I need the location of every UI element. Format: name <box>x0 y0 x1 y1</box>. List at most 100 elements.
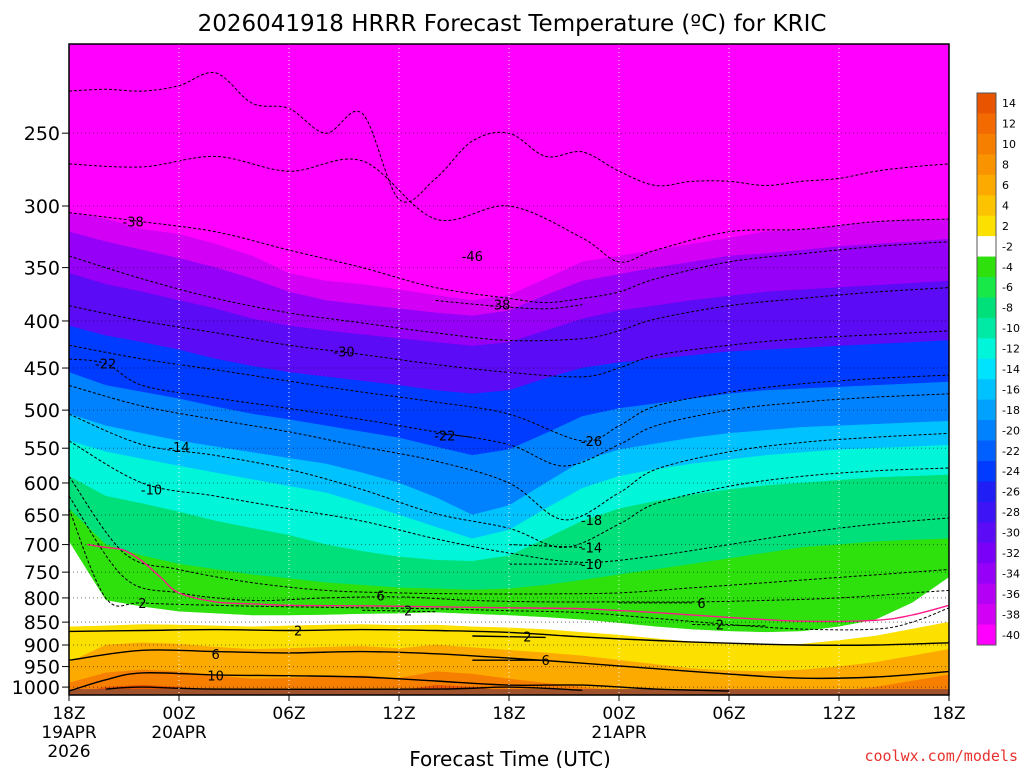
colorbar-label: -30 <box>1002 527 1020 540</box>
colorbar-swatch-25 <box>977 604 996 626</box>
x-tick-label: 19APR <box>41 723 97 743</box>
colorbar-label: -26 <box>1002 486 1020 499</box>
colorbar-label: -14 <box>1002 363 1020 376</box>
colorbar-swatch-7 <box>977 236 996 258</box>
solid-contour-6 <box>69 649 949 680</box>
colorbar-swatch-2 <box>977 133 996 155</box>
grid-lines <box>69 44 949 695</box>
dashed-contour--30 <box>69 305 949 378</box>
colorbar-swatch-15 <box>977 399 996 421</box>
colorbar-swatch-11 <box>977 317 996 339</box>
colorbar-swatch-14 <box>977 379 996 401</box>
dashed-contour-2 <box>69 508 949 631</box>
dashed-contour--14b <box>508 544 583 548</box>
y-tick-label: 500 <box>24 400 60 422</box>
dashed-contour--14 <box>69 413 949 548</box>
colorbar-swatch-17 <box>977 440 996 462</box>
x-tick-label: 18Z <box>932 704 965 724</box>
colorbar-label: 12 <box>1002 118 1016 131</box>
y-tick-label: 450 <box>24 358 60 380</box>
dashed-contour--38b <box>435 300 583 310</box>
colorbar-swatch-19 <box>977 481 996 503</box>
dashed-contour-2c <box>692 624 766 627</box>
colorbar-swatch-22 <box>977 542 996 564</box>
x-tick-label: 00Z <box>162 704 195 724</box>
filled-contours <box>69 44 949 695</box>
y-tick-label: 1000 <box>12 677 60 699</box>
dashed-contour--38 <box>69 212 949 304</box>
contour-label-solid-2: 2 <box>294 625 302 640</box>
colorbar-swatch-8 <box>977 256 996 278</box>
chart-title: 2026041918 HRRR Forecast Temperature (ºC… <box>198 11 827 37</box>
dashed-contour--34 <box>69 255 949 342</box>
colorbar-label: 4 <box>1002 199 1009 212</box>
colorbar-label: -2 <box>1002 240 1013 253</box>
x-tick-label: 00Z <box>602 704 635 724</box>
x-tick-label: 06Z <box>272 704 305 724</box>
colorbar-label: -34 <box>1002 567 1020 580</box>
solid-contour-10 <box>69 672 730 692</box>
colorbar-label: 2 <box>1002 220 1009 233</box>
dashed-contour--18 <box>69 384 949 521</box>
colorbar-frame <box>976 92 997 646</box>
x-tick-label: 20APR <box>151 723 207 743</box>
contour-label-solid-6b: 6 <box>542 654 550 669</box>
colorbar-label: -40 <box>1002 629 1020 642</box>
contour-label-dashed--10: -10 <box>141 484 162 499</box>
contour-labels: -46-38-38-30-26-22-22-18-14-14-10-106 622… <box>95 216 724 685</box>
y-tick-label: 700 <box>24 535 60 557</box>
colorbar-label: 6 <box>1002 179 1009 192</box>
colorbar-swatch-20 <box>977 501 996 523</box>
contour-label-dashed--38b: -38 <box>489 299 510 314</box>
dashed-contour--46 <box>69 71 949 203</box>
colorbar-swatch-0 <box>977 93 996 114</box>
colorbar-label: -6 <box>1002 281 1013 294</box>
colorbar-swatch-6 <box>977 215 996 237</box>
colorbar-label: 10 <box>1002 138 1016 151</box>
colorbar-label: -36 <box>1002 588 1020 601</box>
contour-label-dashed--10b: -10 <box>581 558 602 573</box>
colorbar-label: -12 <box>1002 343 1020 356</box>
y-tick-label: 750 <box>24 562 60 584</box>
dashed-contour-2b <box>362 609 436 613</box>
y-tick-label: 550 <box>24 438 60 460</box>
colorbar-swatch-3 <box>977 154 996 176</box>
dashed-contour--26 <box>69 344 949 442</box>
x-tick-label: 06Z <box>712 704 745 724</box>
colorbar-swatch-1 <box>977 113 996 135</box>
colorbar-swatch-10 <box>977 297 996 319</box>
contour-label-dashed--22b: -22 <box>434 430 455 445</box>
contour-label-dashed--30: -30 <box>333 346 354 361</box>
credit-text: coolwx.com/models <box>864 747 1018 765</box>
contour-label-dashed-6b: 6 <box>697 597 705 612</box>
colorbar-label: -32 <box>1002 547 1020 560</box>
y-tick-label: 950 <box>24 657 60 679</box>
contour-label-dashed--22: -22 <box>95 358 116 373</box>
colorbar-swatch-23 <box>977 563 996 585</box>
colorbar-swatch-24 <box>977 583 996 605</box>
colorbar-label: -18 <box>1002 404 1020 417</box>
x-tick-label: 18Z <box>52 704 85 724</box>
contour-label-dashed-6: 6 <box>377 589 385 604</box>
colorbar-swatch-16 <box>977 420 996 442</box>
y-axis: 2503003504004505005506006507007508008509… <box>12 123 69 699</box>
contour-label-solid-6: 6 <box>212 648 220 663</box>
x-tick-label: 18Z <box>492 704 525 724</box>
dashed-contour-6 <box>69 495 949 603</box>
colorbar-label: -4 <box>1002 261 1013 274</box>
colorbar-label: 8 <box>1002 159 1009 172</box>
colorbar-swatch-13 <box>977 358 996 380</box>
y-tick-label: 300 <box>24 196 60 218</box>
dashed-contour--22b <box>435 432 473 438</box>
contour-label-solid-2b: 2 <box>523 630 531 645</box>
colorbar-label: -22 <box>1002 445 1020 458</box>
colorbar-label: -10 <box>1002 322 1020 335</box>
colorbar-swatch-4 <box>977 174 996 196</box>
colorbar: 14 12 10 8 6 4 2 -2 -4 -6 -8 -10 -12 -14 -16 -18 -20 -22 -… <box>976 92 1020 646</box>
colorbar-swatch-26 <box>977 624 996 646</box>
freezing-line <box>87 543 949 623</box>
contour-label-dashed--26: -26 <box>581 435 602 450</box>
contour-label-dashed--14b: -14 <box>581 541 602 556</box>
